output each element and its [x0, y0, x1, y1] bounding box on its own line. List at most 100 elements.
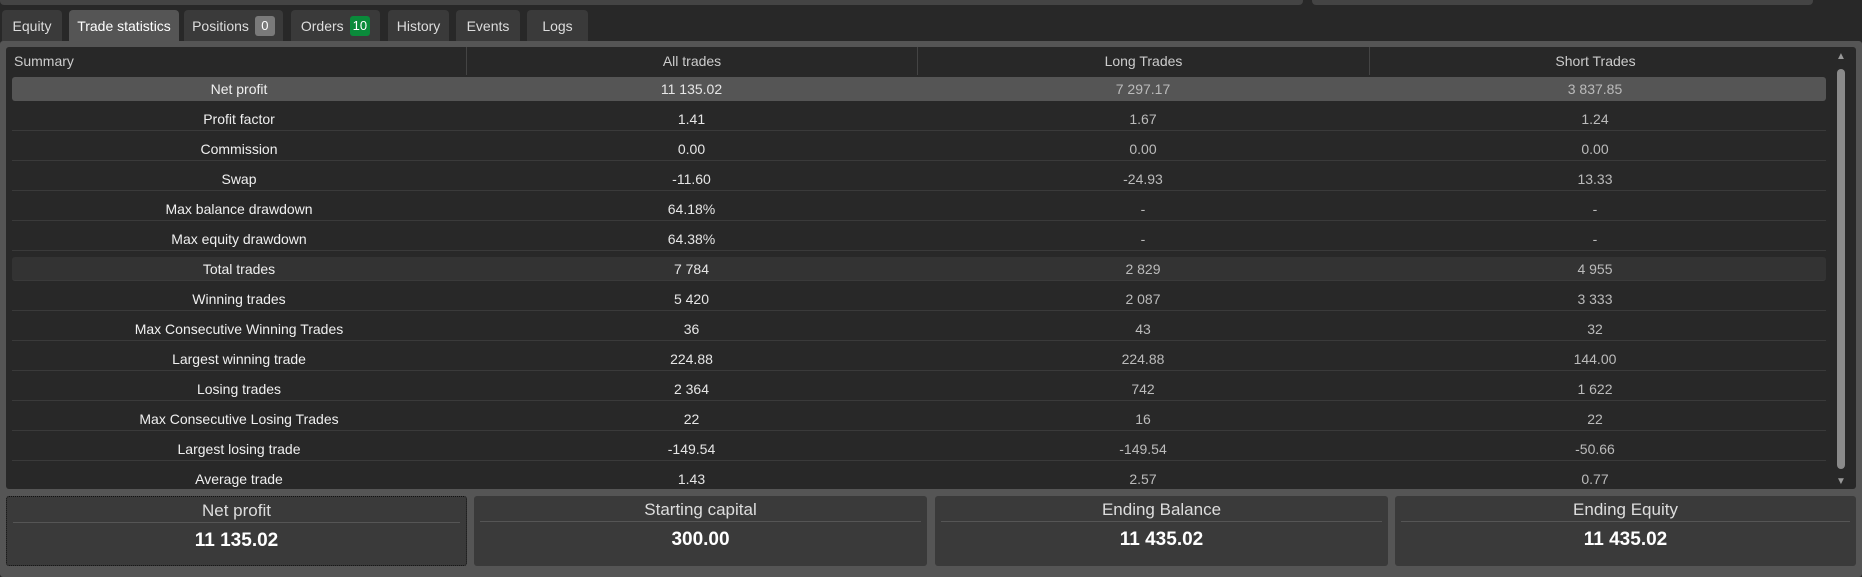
- all-trades-value: 1.43: [677, 471, 706, 487]
- short-trades-value: 22: [1587, 411, 1603, 427]
- short-trades-value: 3 837.85: [1567, 81, 1623, 97]
- all-trades-value: 11 135.02: [660, 81, 723, 97]
- long-trades-value: 224.88: [1121, 351, 1165, 367]
- starting-capital-card: Starting capital 300.00: [474, 496, 927, 566]
- tab-label: Logs: [542, 17, 573, 34]
- row-label: Max Consecutive Losing Trades: [139, 411, 339, 427]
- all-trades-value: 64.18%: [667, 201, 716, 217]
- long-trades-value: -24.93: [1123, 171, 1163, 187]
- table-row[interactable]: Max balance drawdown 64.18% - -: [12, 197, 1826, 221]
- long-trades-value: 7 297.17: [1115, 81, 1171, 97]
- all-trades-value: -11.60: [672, 171, 711, 187]
- table-row[interactable]: Winning trades 5 420 2 087 3 333: [12, 287, 1826, 311]
- table-row[interactable]: Average trade 1.43 2.57 0.77: [12, 467, 1826, 489]
- row-label: Swap: [221, 171, 257, 187]
- row-label: Total trades: [202, 261, 276, 277]
- row-label: Profit factor: [203, 111, 275, 127]
- long-trades-value: -: [1140, 201, 1146, 217]
- row-label: Max Consecutive Winning Trades: [134, 321, 344, 337]
- header-summary[interactable]: Summary: [14, 53, 74, 69]
- tab-events[interactable]: Events: [456, 10, 520, 41]
- table-row[interactable]: Swap -11.60 -24.93 13.33: [12, 167, 1826, 191]
- top-panel-bar-left: [0, 0, 1303, 5]
- tab-label: Positions: [192, 17, 249, 34]
- table-row[interactable]: Profit factor 1.41 1.67 1.24: [12, 107, 1826, 131]
- row-label: Commission: [200, 141, 278, 157]
- tab-equity[interactable]: Equity: [2, 10, 62, 41]
- tab-history[interactable]: History: [388, 10, 449, 41]
- short-trades-value: 0.00: [1581, 141, 1609, 157]
- table-row[interactable]: Max equity drawdown 64.38% - -: [12, 227, 1826, 251]
- short-trades-value: -50.66: [1575, 441, 1615, 457]
- table-row[interactable]: Commission 0.00 0.00 0.00: [12, 137, 1826, 161]
- all-trades-value: 36: [683, 321, 700, 337]
- card-title: Starting capital: [480, 496, 921, 522]
- card-title: Ending Balance: [941, 496, 1382, 522]
- row-label: Max balance drawdown: [165, 201, 313, 217]
- long-trades-value: -149.54: [1119, 441, 1167, 457]
- table-row[interactable]: Max Consecutive Losing Trades 22 16 22: [12, 407, 1826, 431]
- long-trades-value: 1.67: [1129, 111, 1157, 127]
- short-trades-value: 3 333: [1577, 291, 1613, 307]
- long-trades-value: 0.00: [1129, 141, 1157, 157]
- row-label: Losing trades: [196, 381, 282, 397]
- all-trades-value: 64.38%: [667, 231, 716, 247]
- tab-label: Trade statistics: [77, 18, 171, 34]
- short-trades-value: 144.00: [1573, 351, 1617, 367]
- tab-orders[interactable]: Orders 10: [291, 10, 380, 41]
- short-trades-value: -: [1592, 201, 1598, 217]
- long-trades-value: -: [1140, 231, 1146, 247]
- top-panel-bar-right: [1312, 0, 1813, 5]
- all-trades-value: -149.54: [667, 441, 716, 457]
- row-label: Largest losing trade: [177, 441, 301, 457]
- all-trades-value: 7 784: [673, 261, 710, 277]
- header-short-trades[interactable]: Short Trades: [1369, 47, 1821, 75]
- card-value: 11 435.02: [1583, 529, 1668, 550]
- table-row[interactable]: Total trades 7 784 2 829 4 955: [12, 257, 1826, 281]
- tab-logs[interactable]: Logs: [527, 10, 588, 41]
- table-row[interactable]: Largest winning trade 224.88 224.88 144.00: [12, 347, 1826, 371]
- row-label: Average trade: [195, 471, 283, 487]
- short-trades-value: 1 622: [1577, 381, 1613, 397]
- tab-positions[interactable]: Positions 0: [184, 10, 283, 41]
- long-trades-value: 2 829: [1125, 261, 1161, 277]
- short-trades-value: 13.33: [1577, 171, 1613, 187]
- statistics-table: Summary All trades Long Trades Short Tra…: [6, 47, 1856, 489]
- short-trades-value: -: [1592, 231, 1598, 247]
- header-all-trades[interactable]: All trades: [466, 47, 917, 75]
- tab-label: Equity: [12, 17, 52, 34]
- short-trades-value: 32: [1587, 321, 1603, 337]
- card-value: 11 435.02: [1119, 529, 1204, 550]
- vertical-scrollbar[interactable]: ▲ ▼: [1832, 47, 1850, 489]
- card-title: Ending Equity: [1401, 496, 1850, 522]
- short-trades-value: 0.77: [1581, 471, 1609, 487]
- all-trades-value: 1.41: [677, 111, 706, 127]
- table-row[interactable]: Largest losing trade -149.54 -149.54 -50.66: [12, 437, 1826, 461]
- table-header: Summary All trades Long Trades Short Tra…: [12, 47, 1826, 75]
- all-trades-value: 5 420: [673, 291, 710, 307]
- tab-trade-statistics[interactable]: Trade statistics: [69, 10, 179, 42]
- positions-count-badge: 0: [254, 15, 275, 36]
- long-trades-value: 43: [1135, 321, 1151, 337]
- long-trades-value: 2.57: [1129, 471, 1157, 487]
- card-title: Net profit: [13, 497, 460, 523]
- all-trades-value: 0.00: [677, 141, 706, 157]
- ending-balance-card: Ending Balance 11 435.02: [935, 496, 1388, 566]
- row-label: Winning trades: [192, 291, 286, 307]
- table-row[interactable]: Max Consecutive Winning Trades 36 43 32: [12, 317, 1826, 341]
- header-long-trades[interactable]: Long Trades: [917, 47, 1369, 75]
- row-label: Max equity drawdown: [171, 231, 307, 247]
- long-trades-value: 742: [1131, 381, 1155, 397]
- row-label: Net profit: [210, 81, 268, 97]
- tab-label: Orders: [300, 17, 344, 34]
- scroll-up-arrow-icon[interactable]: ▲: [1836, 51, 1846, 62]
- orders-count-badge: 10: [349, 15, 371, 36]
- table-row[interactable]: Net profit 11 135.02 7 297.17 3 837.85: [12, 77, 1826, 101]
- trade-statistics-panel: Summary All trades Long Trades Short Tra…: [0, 41, 1862, 577]
- card-value: 11 135.02: [194, 530, 279, 551]
- scrollbar-thumb[interactable]: [1837, 69, 1845, 469]
- long-trades-value: 2 087: [1125, 291, 1161, 307]
- all-trades-value: 2 364: [673, 381, 710, 397]
- scroll-down-arrow-icon[interactable]: ▼: [1836, 476, 1846, 487]
- table-row[interactable]: Losing trades 2 364 742 1 622: [12, 377, 1826, 401]
